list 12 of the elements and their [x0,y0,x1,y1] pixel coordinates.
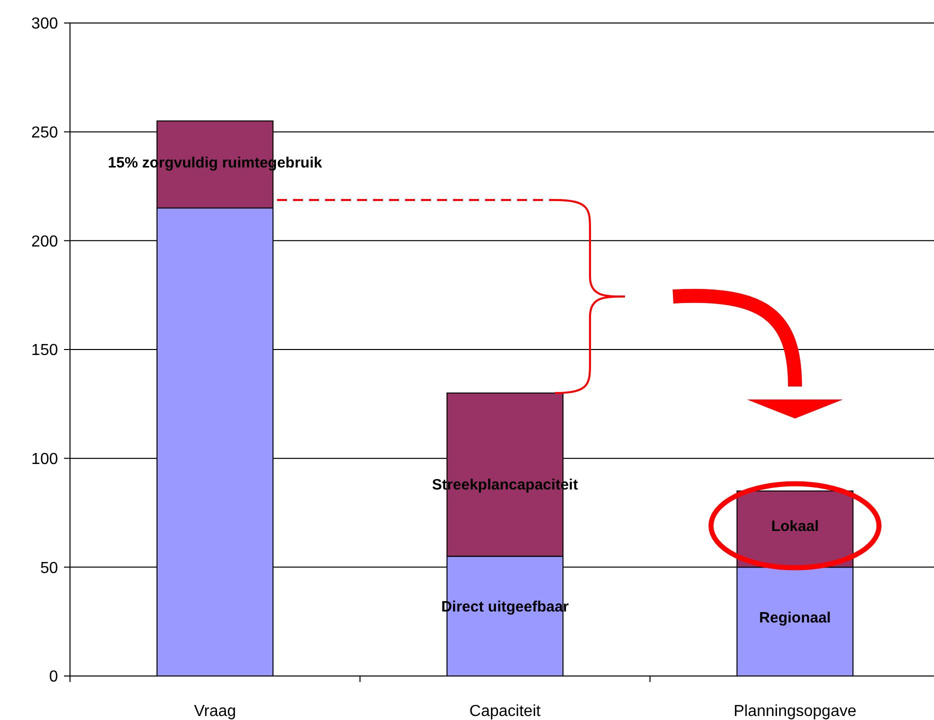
y-tick-label: 300 [31,16,58,33]
y-tick-label: 100 [31,450,58,468]
y-tick-label: 200 [31,233,58,250]
y-tick-label: 50 [40,560,58,577]
x-tick-label: Capaciteit [469,703,542,720]
annotation: Lokaal [771,518,819,536]
x-tick-label: Planningsopgave [734,703,856,720]
y-tick-label: 0 [49,668,58,686]
x-tick-label: Vraag [194,703,236,720]
y-tick-label: 250 [31,124,58,142]
y-tick-label: 150 [31,342,58,360]
annotation: Regionaal [759,609,831,626]
